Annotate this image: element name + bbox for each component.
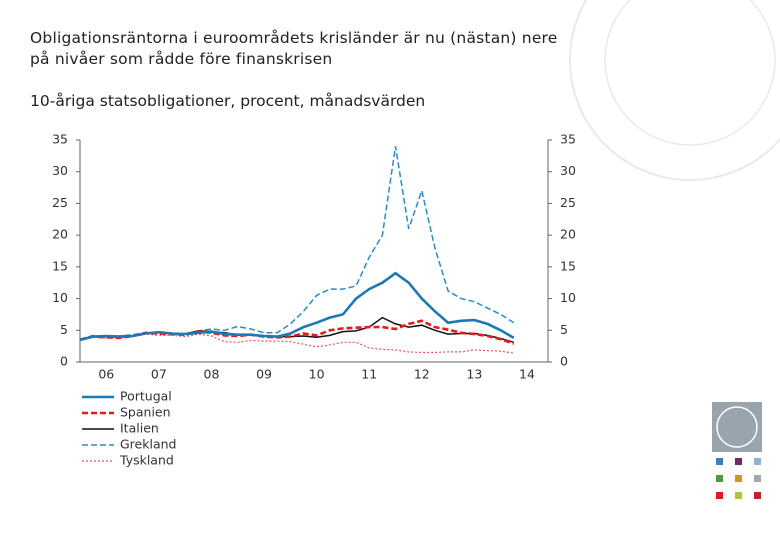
x-tick-label: 09 (256, 367, 272, 382)
y-tick-label: 30 (52, 163, 68, 178)
chart-title: Obligationsräntorna i euroområdets krisl… (30, 29, 558, 68)
y2-tick-label: 30 (560, 163, 576, 178)
x-tick-label: 06 (98, 367, 114, 382)
legend-label: Tyskland (119, 453, 174, 468)
x-tick-label: 11 (361, 367, 377, 382)
logo (712, 402, 762, 499)
y2-tick-label: 25 (560, 195, 576, 210)
x-tick-label: 08 (204, 367, 220, 382)
legend-label: Portugal (120, 389, 172, 404)
y-tick-label: 20 (52, 227, 68, 242)
y-tick-label: 0 (60, 354, 68, 369)
y2-tick-label: 15 (560, 258, 576, 273)
x-tick-label: 10 (309, 367, 325, 382)
series-line (79, 271, 515, 342)
x-tick-label: 13 (466, 367, 482, 382)
series-line (79, 333, 514, 354)
legend-label: Italien (120, 421, 159, 436)
y2-tick-label: 10 (560, 290, 576, 305)
y2-tick-label: 5 (560, 322, 568, 337)
x-tick-label: 14 (519, 367, 535, 382)
legend-label: Grekland (120, 437, 176, 452)
series-line (79, 319, 515, 345)
y-tick-label: 15 (52, 258, 68, 273)
x-tick-label: 12 (414, 367, 430, 382)
y-tick-label: 25 (52, 195, 68, 210)
y-tick-label: 35 (52, 132, 68, 147)
chart-subtitle: 10-åriga statsobligationer, procent, mån… (30, 92, 426, 110)
x-tick-label: 07 (151, 367, 167, 382)
watermark (569, 0, 780, 181)
y2-tick-label: 20 (560, 227, 576, 242)
y2-tick-label: 35 (560, 132, 576, 147)
y-tick-label: 5 (60, 322, 68, 337)
series-line (79, 146, 515, 340)
y2-tick-label: 0 (560, 354, 568, 369)
legend-label: Spanien (120, 405, 171, 420)
y-tick-label: 10 (52, 290, 68, 305)
